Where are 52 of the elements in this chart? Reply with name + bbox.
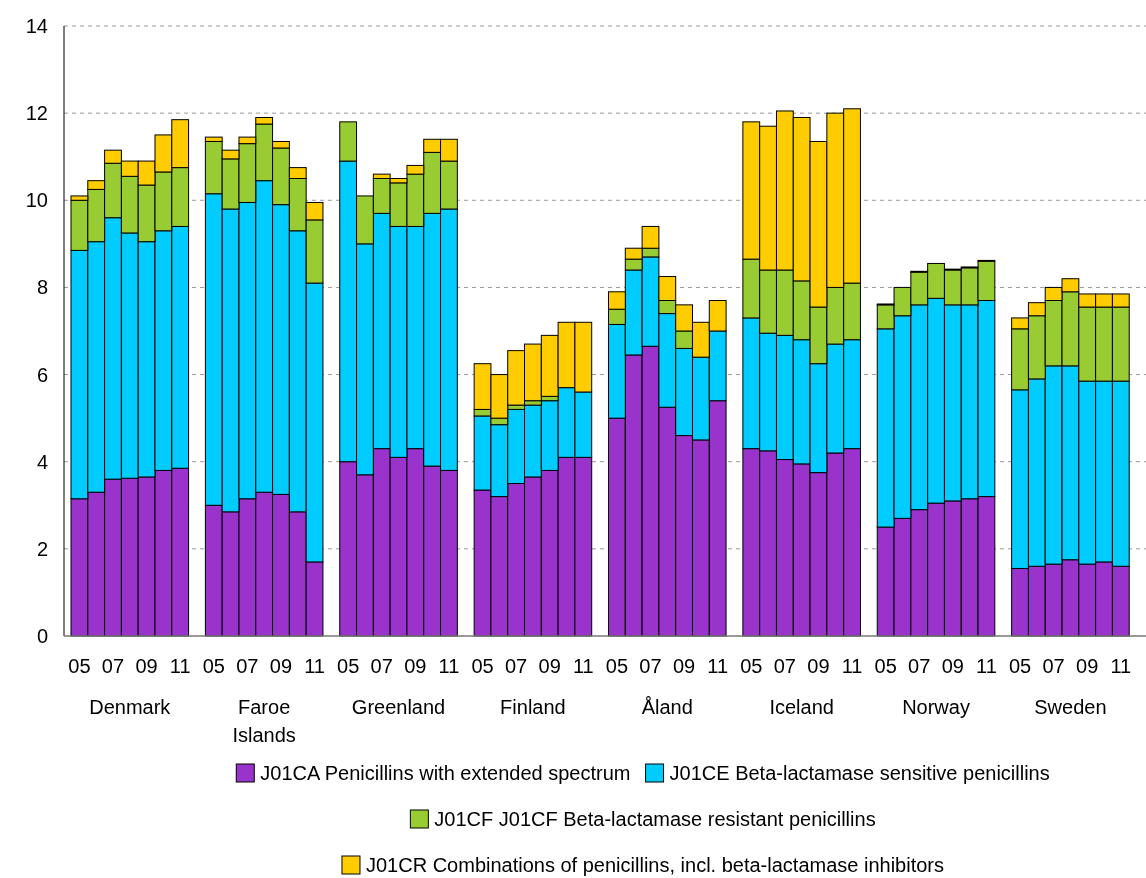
x-tick-label: 11 bbox=[976, 655, 997, 677]
x-tick-label: 07 bbox=[639, 655, 662, 677]
text: Sweden bbox=[1034, 696, 1107, 718]
x-tick-label: 05 bbox=[605, 655, 629, 677]
x-tick-label: 05 bbox=[68, 655, 91, 677]
legend-label: J01CF J01CF Beta-lactamase resistant penicillins bbox=[434, 808, 876, 830]
x-tick-label: 07 bbox=[236, 655, 259, 677]
x-tick-label: 07 bbox=[773, 655, 796, 677]
x-tick-label: 07 bbox=[1042, 655, 1065, 677]
x-tick-label: 09 bbox=[269, 655, 293, 677]
y-tick-label: 0 bbox=[36, 625, 48, 647]
x-tick-label: 11 bbox=[1110, 655, 1132, 677]
text: Denmark bbox=[89, 696, 172, 718]
text: Finland bbox=[500, 696, 566, 718]
x-tick-label: 07 bbox=[908, 655, 931, 677]
legend-label: J01CR Combinations of penicillins, incl. beta-lactamase inhibitors bbox=[365, 854, 945, 876]
y-tick-label: 14 bbox=[25, 15, 48, 37]
x-tick-label: 05 bbox=[1008, 655, 1032, 677]
x-tick-label: 05 bbox=[874, 655, 897, 677]
y-tick-label: 2 bbox=[36, 537, 48, 560]
text: Åland bbox=[641, 696, 693, 718]
x-tick-label: 09 bbox=[807, 655, 830, 677]
text: Faroe Islands bbox=[232, 696, 296, 746]
x-tick-label: 09 bbox=[538, 655, 561, 677]
x-tick-label: 09 bbox=[941, 655, 964, 677]
x-tick-label: 05 bbox=[471, 655, 494, 677]
x-tick-label: 09 bbox=[672, 655, 696, 677]
x-tick-label: 11 bbox=[572, 655, 594, 677]
y-tick-label: 4 bbox=[36, 450, 48, 473]
x-tick-label: 11 bbox=[438, 655, 460, 677]
x-tick-label: 11 bbox=[841, 655, 863, 677]
legend-label: J01CE Beta-lactamase sensitive penicillins bbox=[669, 762, 1050, 784]
text: Greenland bbox=[351, 696, 446, 718]
legend-label: J01CA Penicillins with extended spectrum bbox=[260, 762, 631, 784]
y-tick-label: 10 bbox=[25, 189, 48, 212]
x-tick-label: 11 bbox=[304, 655, 325, 677]
y-tick-label: 6 bbox=[36, 363, 48, 386]
text: Iceland bbox=[769, 696, 834, 718]
x-tick-label: 07 bbox=[370, 655, 393, 677]
x-tick-label: 07 bbox=[101, 655, 125, 677]
x-tick-label: 09 bbox=[135, 655, 158, 677]
x-tick-label: 09 bbox=[1076, 655, 1099, 677]
x-tick-label: 05 bbox=[740, 655, 763, 677]
text: Norway bbox=[902, 696, 970, 718]
x-tick-label: 11 bbox=[169, 655, 191, 677]
y-tick-label: 12 bbox=[25, 102, 48, 125]
x-tick-label: 09 bbox=[404, 655, 427, 677]
x-tick-label: 05 bbox=[337, 655, 360, 677]
y-tick-label: 8 bbox=[36, 276, 48, 299]
x-tick-label: 11 bbox=[707, 655, 729, 677]
x-tick-label: 05 bbox=[202, 655, 225, 677]
x-tick-label: 07 bbox=[504, 655, 528, 677]
